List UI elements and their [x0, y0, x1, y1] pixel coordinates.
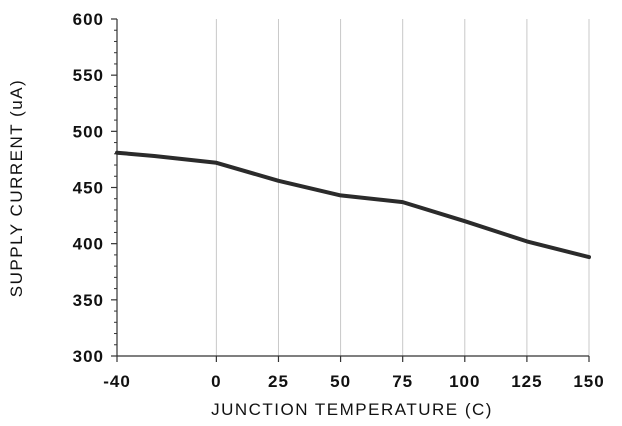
- y-tick-label: 350: [73, 291, 104, 310]
- supply-current-line: [115, 150, 591, 260]
- y-tick-label: 300: [73, 347, 104, 366]
- x-tick-label: 150: [573, 372, 604, 391]
- y-tick-label: 600: [73, 10, 104, 29]
- axis-layer: [111, 18, 590, 362]
- x-tick-label: 125: [511, 372, 542, 391]
- y-tick-label: 500: [73, 122, 104, 141]
- y-tick-label: 550: [73, 66, 104, 85]
- x-tick-label: 0: [211, 372, 221, 391]
- y-tick-label: 400: [73, 235, 104, 254]
- y-tick-label: 450: [73, 179, 104, 198]
- x-tick-label: -40: [103, 372, 131, 391]
- grid-layer: [215, 19, 590, 356]
- x-tick-label: 50: [330, 372, 351, 391]
- x-axis-title: JUNCTION TEMPERATURE (C): [211, 400, 493, 419]
- y-axis-title: SUPPLY CURRENT (uA): [7, 79, 26, 297]
- x-tick-label: 25: [268, 372, 289, 391]
- series-layer: [115, 150, 591, 260]
- x-tick-label: 75: [392, 372, 413, 391]
- label-layer: JUNCTION TEMPERATURE (C) SUPPLY CURRENT …: [7, 10, 604, 419]
- x-tick-label: 100: [449, 372, 480, 391]
